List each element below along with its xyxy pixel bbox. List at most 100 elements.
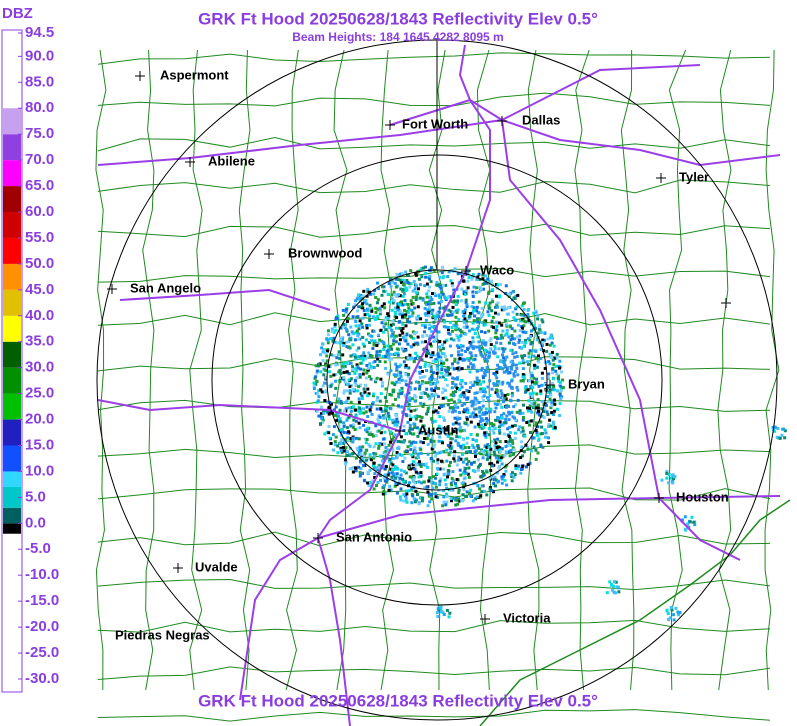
echo-pixel: [412, 477, 416, 481]
echo-pixel: [547, 436, 550, 440]
echo-pixel: [380, 339, 384, 343]
echo-pixel: [539, 444, 543, 448]
echo-pixel: [414, 456, 418, 460]
echo-pixel: [451, 422, 455, 426]
echo-pixel: [521, 418, 525, 422]
echo-pixel: [404, 364, 408, 367]
echo-pixel: [359, 467, 363, 470]
echo-pixel: [432, 389, 436, 392]
echo-pixel: [511, 337, 514, 341]
echo-pixel: [426, 300, 430, 304]
echo-pixel: [485, 431, 488, 435]
echo-pixel: [446, 328, 450, 332]
echo-pixel: [508, 325, 512, 329]
county-line: [97, 223, 771, 238]
echo-pixel: [680, 518, 684, 522]
echo-pixel: [369, 377, 373, 381]
echo-pixel: [480, 475, 484, 479]
echo-pixel: [368, 318, 372, 322]
echo-pixel: [528, 404, 532, 408]
echo-pixel: [336, 451, 340, 455]
echo-pixel: [407, 391, 411, 395]
echo-pixel: [439, 286, 443, 290]
echo-pixel: [332, 354, 336, 358]
echo-pixel: [356, 334, 360, 338]
echo-pixel: [398, 381, 401, 385]
echo-pixel: [367, 443, 371, 447]
echo-pixel: [339, 448, 343, 452]
echo-pixel: [407, 484, 410, 488]
echo-pixel: [442, 495, 446, 499]
echo-pixel: [392, 472, 396, 476]
echo-pixel: [456, 336, 460, 339]
echo-pixel: [466, 357, 470, 361]
echo-pixel: [425, 485, 429, 489]
echo-pixel: [457, 346, 461, 350]
echo-pixel: [404, 348, 408, 352]
echo-pixel: [430, 387, 434, 391]
echo-pixel: [446, 475, 450, 479]
echo-pixel: [503, 362, 506, 366]
highway: [501, 119, 741, 561]
echo-pixel: [505, 414, 509, 418]
echo-pixel: [456, 308, 460, 312]
echo-pixel: [452, 409, 455, 413]
echo-pixel: [533, 367, 536, 371]
echo-pixel: [511, 453, 515, 457]
echo-pixel: [430, 389, 434, 393]
legend-unit: DBZ: [2, 5, 33, 22]
echo-pixel: [425, 436, 429, 440]
echo-pixel: [362, 423, 366, 427]
echo-pixel: [783, 429, 787, 433]
echo-pixel: [408, 426, 412, 430]
echo-pixel: [351, 436, 355, 440]
echo-pixel: [396, 305, 400, 309]
echo-pixel: [446, 295, 450, 299]
echo-pixel: [496, 448, 500, 452]
echo-pixel: [505, 483, 509, 487]
echo-pixel: [497, 347, 501, 351]
echo-pixel: [491, 288, 495, 292]
echo-pixel: [495, 367, 499, 371]
echo-pixel: [471, 499, 475, 503]
echo-pixel: [394, 334, 398, 338]
echo-pixel: [532, 324, 536, 328]
echo-pixel: [441, 391, 445, 395]
echo-pixel: [547, 423, 551, 426]
echo-pixel: [507, 294, 511, 298]
echo-pixel: [375, 344, 379, 347]
echo-pixel: [666, 612, 670, 616]
echo-pixel: [495, 294, 498, 298]
echo-pixel: [396, 454, 400, 457]
echo-pixel: [323, 432, 327, 436]
echo-pixel: [535, 377, 538, 381]
echo-pixel: [515, 410, 519, 414]
echo-pixel: [384, 449, 388, 453]
echo-pixel: [364, 428, 368, 432]
echo-pixel: [347, 406, 351, 410]
echo-pixel: [348, 361, 352, 365]
echo-pixel: [406, 375, 410, 379]
echo-pixel: [416, 335, 420, 339]
echo-pixel: [537, 409, 540, 413]
echo-pixel: [356, 366, 360, 370]
echo-pixel: [509, 443, 513, 447]
echo-pixel: [667, 481, 671, 485]
echo-pixel: [557, 379, 561, 383]
echo-pixel: [441, 441, 444, 445]
echo-pixel: [368, 341, 371, 344]
echo-pixel: [447, 308, 451, 312]
echo-pixel: [478, 420, 482, 423]
echo-pixel: [427, 395, 431, 399]
echo-pixel: [382, 341, 386, 345]
echo-pixel: [392, 339, 396, 343]
echo-pixel: [321, 350, 325, 354]
echo-pixel: [395, 417, 399, 421]
echo-pixel: [615, 585, 619, 589]
echo-pixel: [381, 459, 385, 463]
echo-pixel: [540, 432, 544, 435]
echo-pixel: [435, 611, 439, 615]
city-label: Waco: [480, 262, 514, 277]
echo-pixel: [396, 353, 400, 357]
echo-pixel: [496, 399, 500, 403]
